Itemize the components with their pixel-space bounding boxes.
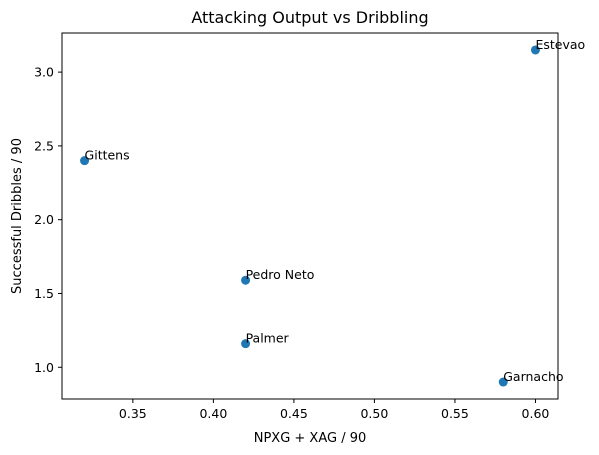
y-tick-label: 3.0 — [34, 65, 54, 80]
data-point-label: Palmer — [246, 331, 290, 346]
data-point-label: Gittens — [85, 148, 130, 163]
x-tick-label: 0.45 — [280, 406, 308, 421]
data-point — [498, 377, 508, 387]
data-point — [241, 339, 251, 349]
chart-title: Attacking Output vs Dribbling — [191, 8, 428, 27]
y-tick-label: 1.5 — [34, 286, 54, 301]
y-tick-label: 1.0 — [34, 360, 54, 375]
x-axis-label: NPXG + XAG / 90 — [254, 431, 367, 446]
y-tick-label: 2.5 — [34, 138, 54, 153]
axes-frame — [61, 32, 559, 400]
plot-area: Estevao Gittens Pedro Neto Palmer Garnacho — [80, 37, 585, 387]
y-axis: 1.0 1.5 2.0 2.5 3.0 — [34, 65, 62, 375]
data-point — [530, 45, 540, 55]
x-tick-label: 0.50 — [360, 406, 388, 421]
data-point-label: Garnacho — [503, 369, 563, 384]
x-axis: 0.35 0.40 0.45 0.50 0.55 0.60 — [119, 399, 549, 421]
x-tick-label: 0.60 — [522, 406, 550, 421]
y-tick-label: 2.0 — [34, 212, 54, 227]
data-point-label: Pedro Neto — [246, 267, 315, 282]
data-point-label: Estevao — [535, 37, 585, 52]
data-point — [80, 156, 90, 166]
x-tick-label: 0.35 — [119, 406, 147, 421]
data-point — [241, 275, 251, 285]
y-axis-label: Successful Dribbles / 90 — [10, 138, 25, 294]
x-tick-label: 0.55 — [441, 406, 469, 421]
x-tick-label: 0.40 — [199, 406, 227, 421]
